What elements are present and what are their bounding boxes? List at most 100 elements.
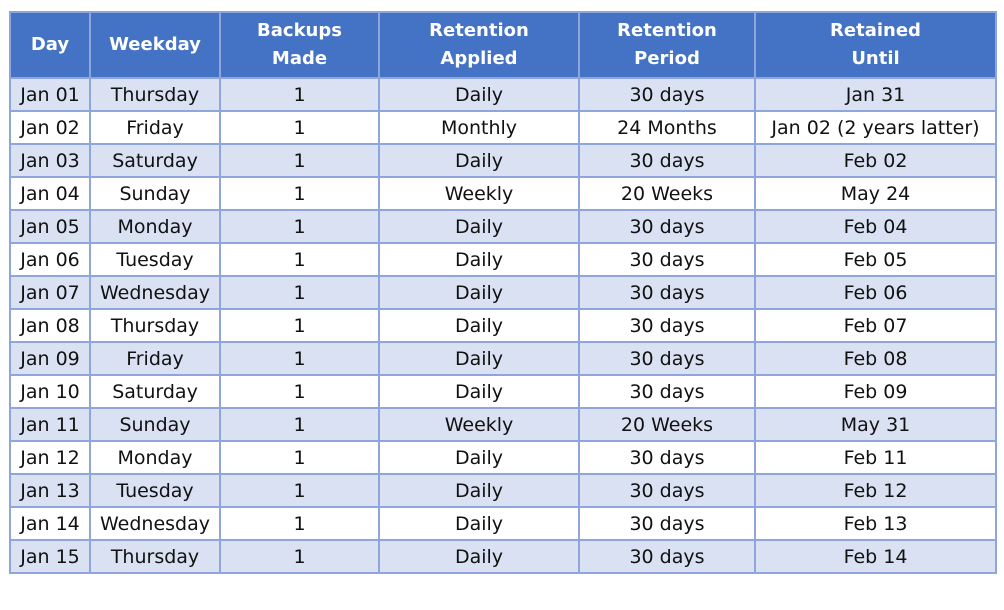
- table-row: Jan 08 Thursday 1 Daily 30 days Feb 07: [9, 308, 997, 343]
- cell-backups-made: 1: [219, 209, 380, 244]
- table-row: Jan 05 Monday 1 Daily 30 days Feb 04: [9, 209, 997, 244]
- cell-retention-applied: Daily: [378, 506, 580, 541]
- cell-backups-made: 1: [219, 242, 380, 277]
- cell-retained-until: Feb 13: [754, 506, 997, 541]
- cell-retention-period: 30 days: [578, 341, 756, 376]
- column-header-retained-until: Retained Until: [754, 11, 997, 79]
- cell-backups-made: 1: [219, 539, 380, 574]
- cell-retention-applied: Daily: [378, 374, 580, 409]
- column-header-text: Retained: [830, 20, 921, 41]
- cell-retention-applied: Daily: [378, 440, 580, 475]
- table-row: Jan 14 Wednesday 1 Daily 30 days Feb 13: [9, 506, 997, 541]
- cell-retention-period: 20 Weeks: [578, 176, 756, 211]
- cell-backups-made: 1: [219, 77, 380, 112]
- cell-retention-applied: Weekly: [378, 176, 580, 211]
- cell-retention-applied: Daily: [378, 473, 580, 508]
- cell-day: Jan 05: [9, 209, 91, 244]
- cell-weekday: Wednesday: [89, 506, 221, 541]
- table-row: Jan 01 Thursday 1 Daily 30 days Jan 31: [9, 77, 997, 112]
- cell-day: Jan 02: [9, 110, 91, 145]
- table-row: Jan 09 Friday 1 Daily 30 days Feb 08: [9, 341, 997, 376]
- cell-weekday: Thursday: [89, 77, 221, 112]
- cell-day: Jan 10: [9, 374, 91, 409]
- column-header-text: Retention: [617, 20, 717, 41]
- table-row: Jan 04 Sunday 1 Weekly 20 Weeks May 24: [9, 176, 997, 211]
- column-header-text: Backups: [257, 20, 342, 41]
- cell-retention-period: 30 days: [578, 374, 756, 409]
- cell-retained-until: Feb 12: [754, 473, 997, 508]
- cell-retention-applied: Daily: [378, 539, 580, 574]
- cell-weekday: Friday: [89, 110, 221, 145]
- cell-retained-until: Feb 04: [754, 209, 997, 244]
- cell-retention-period: 24 Months: [578, 110, 756, 145]
- column-header-retention-period: Retention Period: [578, 11, 756, 79]
- cell-retained-until: Feb 06: [754, 275, 997, 310]
- cell-retention-period: 30 days: [578, 539, 756, 574]
- cell-retention-period: 30 days: [578, 440, 756, 475]
- cell-weekday: Monday: [89, 209, 221, 244]
- cell-retention-applied: Monthly: [378, 110, 580, 145]
- cell-retention-applied: Daily: [378, 143, 580, 178]
- cell-retention-applied: Daily: [378, 308, 580, 343]
- cell-retention-period: 30 days: [578, 77, 756, 112]
- cell-retention-period: 30 days: [578, 506, 756, 541]
- column-header-text: Until: [851, 48, 900, 69]
- cell-retained-until: Feb 14: [754, 539, 997, 574]
- cell-backups-made: 1: [219, 110, 380, 145]
- cell-weekday: Saturday: [89, 143, 221, 178]
- cell-retention-applied: Daily: [378, 275, 580, 310]
- column-header-day: Day: [9, 11, 91, 79]
- cell-day: Jan 01: [9, 77, 91, 112]
- table-body: Jan 01 Thursday 1 Daily 30 days Jan 31 Jan 02 F…: [9, 77, 997, 574]
- table-row: Jan 12 Monday 1 Daily 30 days Feb 11: [9, 440, 997, 475]
- table-header: Day Weekday Backups Made Retention Applied Ret…: [9, 11, 997, 79]
- column-header-retention-applied: Retention Applied: [378, 11, 580, 79]
- cell-backups-made: 1: [219, 341, 380, 376]
- table-row: Jan 02 Friday 1 Monthly 24 Months Jan 02 (2 y…: [9, 110, 997, 145]
- cell-retained-until: Feb 09: [754, 374, 997, 409]
- table-row: Jan 15 Thursday 1 Daily 30 days Feb 14: [9, 539, 997, 574]
- cell-retention-period: 30 days: [578, 308, 756, 343]
- cell-day: Jan 11: [9, 407, 91, 442]
- column-header-text: Retention: [429, 20, 529, 41]
- cell-retained-until: Feb 05: [754, 242, 997, 277]
- cell-retention-period: 30 days: [578, 209, 756, 244]
- cell-day: Jan 13: [9, 473, 91, 508]
- cell-retained-until: Jan 31: [754, 77, 997, 112]
- cell-weekday: Wednesday: [89, 275, 221, 310]
- cell-day: Jan 04: [9, 176, 91, 211]
- table-row: Jan 07 Wednesday 1 Daily 30 days Feb 06: [9, 275, 997, 310]
- column-header-text: Period: [634, 48, 700, 69]
- cell-weekday: Tuesday: [89, 242, 221, 277]
- cell-retained-until: Feb 11: [754, 440, 997, 475]
- cell-weekday: Sunday: [89, 407, 221, 442]
- cell-weekday: Thursday: [89, 539, 221, 574]
- cell-backups-made: 1: [219, 275, 380, 310]
- cell-retained-until: May 31: [754, 407, 997, 442]
- cell-weekday: Thursday: [89, 308, 221, 343]
- cell-retained-until: Jan 02 (2 years latter): [754, 110, 997, 145]
- column-header-text: Made: [271, 48, 328, 69]
- cell-weekday: Saturday: [89, 374, 221, 409]
- table-row: Jan 13 Tuesday 1 Daily 30 days Feb 12: [9, 473, 997, 508]
- column-header-text: Weekday: [109, 34, 201, 55]
- cell-backups-made: 1: [219, 506, 380, 541]
- cell-day: Jan 12: [9, 440, 91, 475]
- cell-weekday: Sunday: [89, 176, 221, 211]
- cell-day: Jan 08: [9, 308, 91, 343]
- cell-weekday: Friday: [89, 341, 221, 376]
- cell-backups-made: 1: [219, 143, 380, 178]
- cell-backups-made: 1: [219, 374, 380, 409]
- cell-weekday: Tuesday: [89, 473, 221, 508]
- cell-backups-made: 1: [219, 440, 380, 475]
- cell-retained-until: Feb 07: [754, 308, 997, 343]
- table-row: Jan 03 Saturday 1 Daily 30 days Feb 02: [9, 143, 997, 178]
- cell-retention-period: 20 Weeks: [578, 407, 756, 442]
- column-header-backups-made: Backups Made: [219, 11, 380, 79]
- cell-day: Jan 09: [9, 341, 91, 376]
- cell-backups-made: 1: [219, 176, 380, 211]
- backup-retention-table: Day Weekday Backups Made Retention Applied Ret…: [9, 11, 997, 574]
- table-row: Jan 11 Sunday 1 Weekly 20 Weeks May 31: [9, 407, 997, 442]
- cell-retained-until: Feb 08: [754, 341, 997, 376]
- cell-day: Jan 14: [9, 506, 91, 541]
